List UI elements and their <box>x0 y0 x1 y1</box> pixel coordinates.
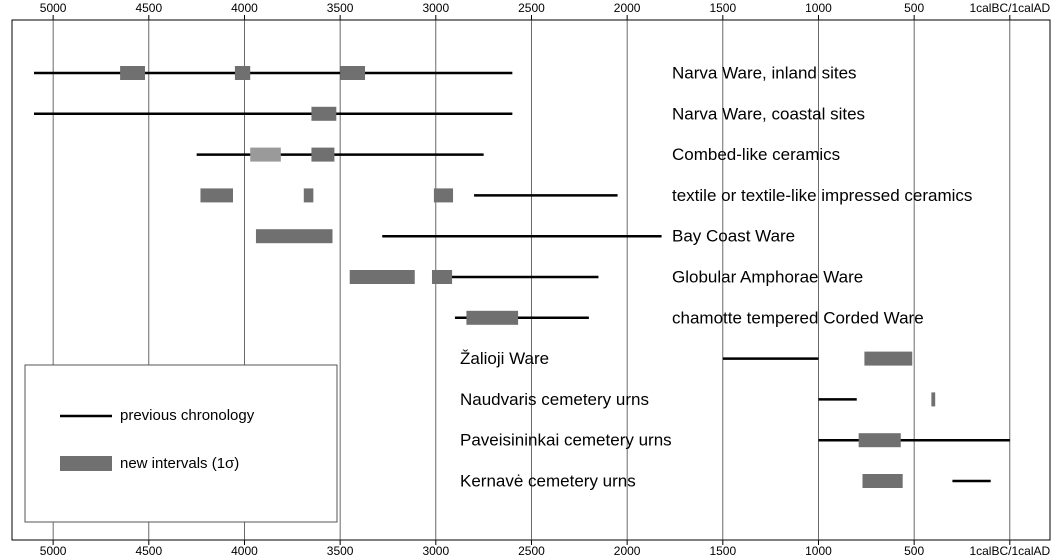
x-tick-label: 1500 <box>709 1 736 15</box>
x-tick-label: 5000 <box>40 1 67 15</box>
row-label: Globular Amphorae Ware <box>672 267 863 286</box>
x-tick-label: 3000 <box>422 1 449 15</box>
interval-bar <box>433 188 454 203</box>
x-tick-label: 500 <box>904 544 924 558</box>
x-tick-label: 2000 <box>614 544 641 558</box>
x-tick-label: 1500 <box>709 544 736 558</box>
interval-bar <box>862 474 903 488</box>
interval-bar <box>250 147 281 162</box>
x-tick-label: 5000 <box>40 544 67 558</box>
x-tick-label: 4500 <box>135 544 162 558</box>
interval-bar <box>340 66 366 80</box>
x-tick-label: 2500 <box>518 1 545 15</box>
x-tick-label: 2500 <box>518 544 545 558</box>
interval-bar <box>255 229 333 244</box>
x-tick-label: 1calBC/1calAD <box>969 544 1050 558</box>
x-tick-label: 4500 <box>135 1 162 15</box>
interval-bar <box>466 310 519 325</box>
x-tick-label: 4000 <box>231 544 258 558</box>
interval-bar <box>311 106 337 121</box>
legend-bar-swatch <box>60 456 112 471</box>
x-tick-label: 3500 <box>327 1 354 15</box>
interval-bar <box>349 270 415 284</box>
x-tick-label: 3000 <box>422 544 449 558</box>
legend-box <box>24 364 338 523</box>
interval-bar <box>234 66 251 80</box>
x-tick-label: 1000 <box>805 1 832 15</box>
legend-label: new intervals (1σ) <box>120 455 239 472</box>
row-label: chamotte tempered Corded Ware <box>672 308 924 327</box>
x-tick-label: 3500 <box>327 544 354 558</box>
row-label: Narva Ware, coastal sites <box>672 104 865 123</box>
row-label: Paveisininkai cemetery urns <box>460 431 672 450</box>
interval-bar <box>858 433 901 448</box>
interval-bar <box>311 147 335 162</box>
row-label: Žalioji Ware <box>460 349 549 368</box>
interval-bar <box>431 270 453 284</box>
row-label: Narva Ware, inland sites <box>672 63 857 82</box>
row-label: Combed-like ceramics <box>672 145 840 164</box>
row-label: Kernavė cemetery urns <box>460 471 636 490</box>
legend-label: previous chronology <box>120 407 255 424</box>
x-tick-label: 1calBC/1calAD <box>969 1 1050 15</box>
row-label: textile or textile-like impressed cerami… <box>672 186 972 205</box>
x-tick-label: 1000 <box>805 544 832 558</box>
x-tick-label: 2000 <box>614 1 641 15</box>
x-tick-label: 500 <box>904 1 924 15</box>
interval-bar <box>200 188 233 203</box>
interval-bar <box>864 351 913 366</box>
interval-bar <box>120 66 145 80</box>
interval-bar <box>931 392 936 407</box>
row-label: Bay Coast Ware <box>672 227 795 246</box>
row-label: Naudvaris cemetery urns <box>460 390 649 409</box>
x-tick-label: 4000 <box>231 1 258 15</box>
interval-bar <box>303 188 314 203</box>
